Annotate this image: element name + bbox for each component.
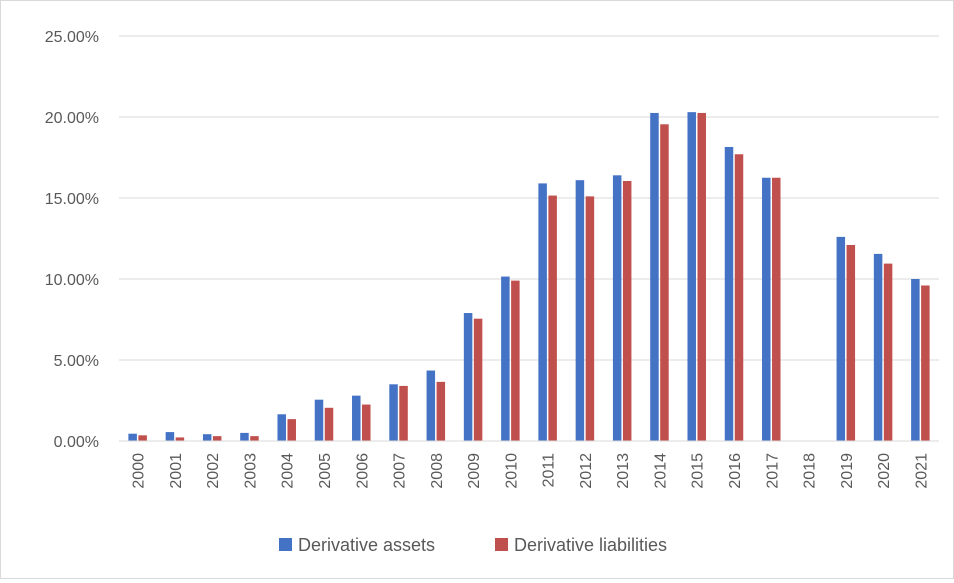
bar-derivative-assets-2012 <box>575 180 585 441</box>
x-axis-ticks: 2000 2001 2002 2003 2004 2005 2006 2007 2008 2009… <box>131 453 931 489</box>
x-tick-label: 2010 <box>503 453 520 489</box>
bar-derivative-liabilities-2008 <box>436 381 446 441</box>
x-tick-label: 2002 <box>205 453 222 489</box>
bar-derivative-assets-2002 <box>202 434 212 441</box>
bar-derivative-liabilities-2004 <box>287 419 296 441</box>
x-tick-label: 2017 <box>764 453 781 489</box>
x-tick-label: 2016 <box>727 453 744 489</box>
legend-label: Derivative assets <box>298 535 435 555</box>
legend-label: Derivative liabilities <box>514 535 667 555</box>
bar-derivative-liabilities-2009 <box>473 318 483 441</box>
bar-derivative-liabilities-2007 <box>399 385 408 441</box>
bar-derivative-liabilities-2001 <box>175 437 185 441</box>
bar-derivative-liabilities-2017 <box>772 177 781 441</box>
x-tick-label: 2021 <box>913 453 930 489</box>
x-tick-label: 2014 <box>652 453 669 489</box>
bar-derivative-assets-2003 <box>240 432 249 441</box>
bar-derivative-assets-2001 <box>165 432 175 441</box>
x-tick-label: 2018 <box>802 453 819 489</box>
bar-derivative-liabilities-2012 <box>585 196 595 441</box>
bar-derivative-assets-2020 <box>873 253 883 441</box>
bar-derivative-assets-2016 <box>724 146 734 441</box>
gridlines <box>119 35 939 361</box>
x-tick-label: 2020 <box>876 453 893 489</box>
bar-derivative-assets-2009 <box>463 313 473 441</box>
x-tick-label: 2011 <box>541 453 558 488</box>
bar-derivative-liabilities-2000 <box>138 435 147 441</box>
bar-derivative-assets-2008 <box>426 370 436 441</box>
bar-derivative-liabilities-2021 <box>921 285 930 441</box>
bar-derivative-liabilities-2020 <box>883 263 893 441</box>
x-tick-label: 2003 <box>242 453 259 489</box>
bar-derivative-assets-2015 <box>687 112 696 441</box>
bar-derivative-liabilities-2016 <box>734 154 744 441</box>
bar-derivative-liabilities-2014 <box>660 124 669 441</box>
bar-derivative-liabilities-2002 <box>212 436 222 441</box>
x-tick-label: 2012 <box>578 453 595 489</box>
bar-derivative-liabilities-2015 <box>697 112 706 441</box>
x-tick-label: 2008 <box>429 453 446 489</box>
bar-derivative-liabilities-2019 <box>846 244 856 441</box>
bar-derivative-assets-2007 <box>389 384 398 441</box>
bar-derivative-liabilities-2003 <box>250 436 259 441</box>
y-tick-label: 20.00% <box>45 110 99 127</box>
bar-derivative-assets-2005 <box>314 399 324 441</box>
y-tick-label: 25.00% <box>45 29 99 46</box>
y-tick-label: 0.00% <box>54 434 99 451</box>
bar-derivative-assets-2013 <box>612 175 622 441</box>
bars <box>128 112 930 442</box>
x-tick-label: 2019 <box>839 453 856 489</box>
x-tick-label: 2000 <box>131 453 148 489</box>
bar-derivative-assets-2019 <box>836 236 846 441</box>
x-tick-label: 2006 <box>354 453 371 489</box>
bar-derivative-assets-2004 <box>277 414 286 441</box>
x-tick-label: 2009 <box>466 453 483 489</box>
y-tick-label: 10.00% <box>45 272 99 289</box>
x-tick-label: 2004 <box>280 453 297 489</box>
bar-derivative-assets-2014 <box>650 112 659 441</box>
bar-derivative-assets-2017 <box>762 177 771 441</box>
x-tick-label: 2001 <box>168 453 185 489</box>
x-tick-label: 2015 <box>690 453 707 489</box>
legend: Derivative assets Derivative liabilities <box>279 535 667 555</box>
y-axis-ticks: 0.00% 5.00% 10.00% 15.00% 20.00% 25.00% <box>45 29 99 451</box>
legend-swatch <box>495 538 508 551</box>
bar-derivative-liabilities-2013 <box>622 180 632 442</box>
bar-derivative-assets-2021 <box>911 279 920 441</box>
bar-derivative-liabilities-2006 <box>362 404 371 441</box>
y-tick-label: 5.00% <box>54 353 99 370</box>
x-tick-label: 2013 <box>615 453 632 489</box>
bar-derivative-assets-2000 <box>128 433 137 441</box>
x-tick-label: 2007 <box>392 453 409 489</box>
bar-derivative-liabilities-2010 <box>511 280 520 441</box>
bar-derivative-assets-2006 <box>352 395 361 441</box>
legend-swatch <box>279 538 292 551</box>
bar-derivative-liabilities-2011 <box>548 195 557 441</box>
bar-derivative-assets-2010 <box>501 276 510 441</box>
x-tick-label: 2005 <box>317 453 334 489</box>
bar-derivative-liabilities-2005 <box>324 407 334 441</box>
bar-derivative-assets-2011 <box>538 183 547 442</box>
y-tick-label: 15.00% <box>45 191 99 208</box>
